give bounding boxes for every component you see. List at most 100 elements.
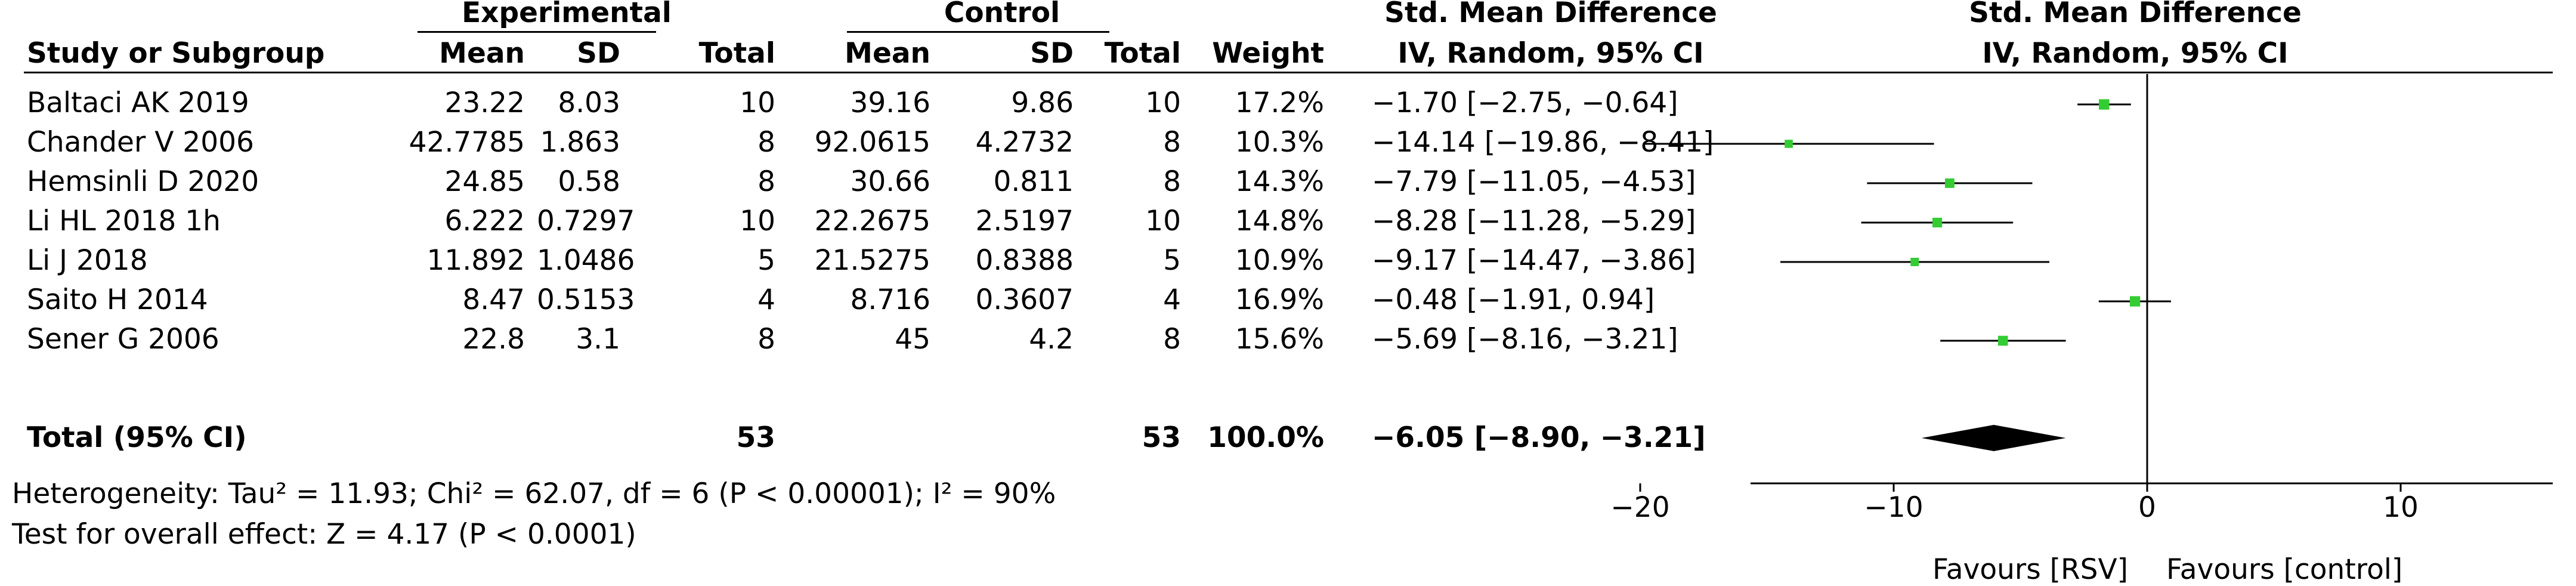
col-sd2: SD — [1030, 37, 1074, 70]
ctrl-sd: 0.3607 — [975, 283, 1074, 316]
col-weight: Weight — [1212, 37, 1324, 70]
study-ci: −1.70 [−2.75, −0.64] — [1372, 87, 1678, 119]
experimental-underline — [418, 31, 656, 33]
plot-subtitle: IV, Random, 95% CI — [1982, 37, 2289, 70]
study-weight: 16.9% — [1235, 283, 1324, 316]
study-name: Baltaci AK 2019 — [27, 87, 249, 119]
study-name: Saito H 2014 — [27, 283, 208, 316]
exp-sd: 0.58 — [558, 165, 620, 198]
exp-mean: 6.222 — [444, 205, 525, 238]
total-n1: 53 — [736, 421, 775, 454]
ctrl-sd: 4.2732 — [975, 126, 1074, 159]
ctrl-sd: 0.811 — [993, 165, 1074, 198]
ctrl-mean: 22.2675 — [814, 205, 930, 238]
study-ci: −9.17 [−14.47, −3.86] — [1372, 244, 1696, 277]
ctrl-sd: 2.5197 — [975, 205, 1074, 238]
smd-column-title: Std. Mean Difference — [1384, 0, 1717, 29]
exp-total: 8 — [757, 165, 775, 198]
exp-sd: 0.7297 — [537, 205, 635, 238]
x-tick-label: 0 — [2138, 491, 2156, 524]
study-weight: 15.6% — [1235, 323, 1324, 356]
exp-total: 10 — [740, 205, 775, 238]
ctrl-sd: 9.86 — [1011, 87, 1074, 119]
point-estimate — [1910, 258, 1919, 266]
control-underline — [847, 31, 1109, 33]
study-weight: 10.9% — [1235, 244, 1324, 277]
exp-mean: 23.22 — [444, 87, 525, 119]
favours-right-label: Favours [control] — [2166, 553, 2402, 586]
x-tick-label: 10 — [2383, 491, 2419, 524]
exp-mean: 8.47 — [462, 283, 525, 316]
exp-total: 8 — [757, 126, 775, 159]
pooled-diamond — [1921, 425, 2066, 451]
ctrl-total: 8 — [1163, 126, 1181, 159]
ctrl-total: 4 — [1163, 283, 1181, 316]
exp-mean: 22.8 — [462, 323, 525, 356]
point-estimate — [2129, 296, 2141, 307]
x-tick-label: −10 — [1864, 491, 1923, 524]
ctrl-mean: 45 — [895, 323, 930, 356]
ctrl-total: 10 — [1145, 87, 1181, 119]
smd-column-subtitle: IV, Random, 95% CI — [1397, 37, 1704, 70]
x-tick-label: −20 — [1610, 491, 1669, 524]
ctrl-mean: 8.716 — [850, 283, 930, 316]
study-ci: −7.79 [−11.05, −4.53] — [1372, 165, 1696, 198]
total-weight: 100.0% — [1207, 421, 1324, 454]
study-name: Li J 2018 — [27, 244, 148, 277]
study-ci: −8.28 [−11.28, −5.29] — [1372, 205, 1696, 238]
exp-total: 4 — [757, 283, 775, 316]
col-sd1: SD — [577, 37, 620, 70]
study-name: Hemsinli D 2020 — [27, 165, 259, 198]
favours-left-label: Favours [RSV] — [1932, 553, 2128, 586]
ctrl-total: 10 — [1145, 205, 1181, 238]
exp-sd: 8.03 — [558, 87, 620, 119]
ctrl-mean: 92.0615 — [814, 126, 930, 159]
col-total2: Total — [1104, 37, 1181, 70]
study-weight: 10.3% — [1235, 126, 1324, 159]
study-ci: −0.48 [−1.91, 0.94] — [1372, 283, 1655, 316]
study-weight: 17.2% — [1235, 87, 1324, 119]
ctrl-mean: 21.5275 — [814, 244, 930, 277]
point-estimate — [1944, 178, 1955, 188]
total-ci: −6.05 [−8.90, −3.21] — [1372, 421, 1706, 454]
point-estimate — [1785, 140, 1793, 148]
study-ci: −5.69 [−8.16, −3.21] — [1372, 323, 1678, 356]
ctrl-total: 5 — [1163, 244, 1181, 277]
study-weight: 14.8% — [1235, 205, 1324, 238]
overall-effect-text: Test for overall effect: Z = 4.17 (P < 0… — [12, 518, 636, 551]
control-group-header: Control — [944, 0, 1060, 29]
experimental-group-header: Experimental — [462, 0, 672, 29]
point-estimate — [2099, 99, 2110, 110]
ctrl-mean: 39.16 — [850, 87, 930, 119]
exp-mean: 24.85 — [444, 165, 525, 198]
point-estimate — [1932, 217, 1943, 228]
study-name: Sener G 2006 — [27, 323, 219, 356]
col-total1: Total — [698, 37, 775, 70]
ctrl-total: 8 — [1163, 165, 1181, 198]
ctrl-sd: 0.8388 — [975, 244, 1074, 277]
study-ci: −14.14 [−19.86, −8.41] — [1372, 126, 1714, 159]
exp-sd: 3.1 — [576, 323, 620, 356]
study-weight: 14.3% — [1235, 165, 1324, 198]
total-n2: 53 — [1142, 421, 1181, 454]
exp-sd: 0.5153 — [537, 283, 635, 316]
ctrl-mean: 30.66 — [850, 165, 930, 198]
study-name: Chander V 2006 — [27, 126, 254, 159]
total-label: Total (95% CI) — [27, 421, 247, 454]
exp-total: 8 — [757, 323, 775, 356]
col-study: Study or Subgroup — [27, 37, 325, 70]
header-rule — [24, 72, 2553, 73]
study-name: Li HL 2018 1h — [27, 205, 221, 238]
exp-sd: 1.863 — [540, 126, 620, 159]
point-estimate — [1997, 335, 2008, 346]
col-mean2: Mean — [845, 37, 930, 70]
exp-total: 5 — [757, 244, 775, 277]
ctrl-total: 8 — [1163, 323, 1181, 356]
heterogeneity-text: Heterogeneity: Tau² = 11.93; Chi² = 62.0… — [12, 477, 1056, 510]
col-mean1: Mean — [439, 37, 525, 70]
ctrl-sd: 4.2 — [1029, 323, 1074, 356]
plot-title: Std. Mean Difference — [1969, 0, 2302, 29]
exp-sd: 1.0486 — [537, 244, 635, 277]
exp-mean: 42.7785 — [409, 126, 525, 159]
exp-mean: 11.892 — [426, 244, 525, 277]
